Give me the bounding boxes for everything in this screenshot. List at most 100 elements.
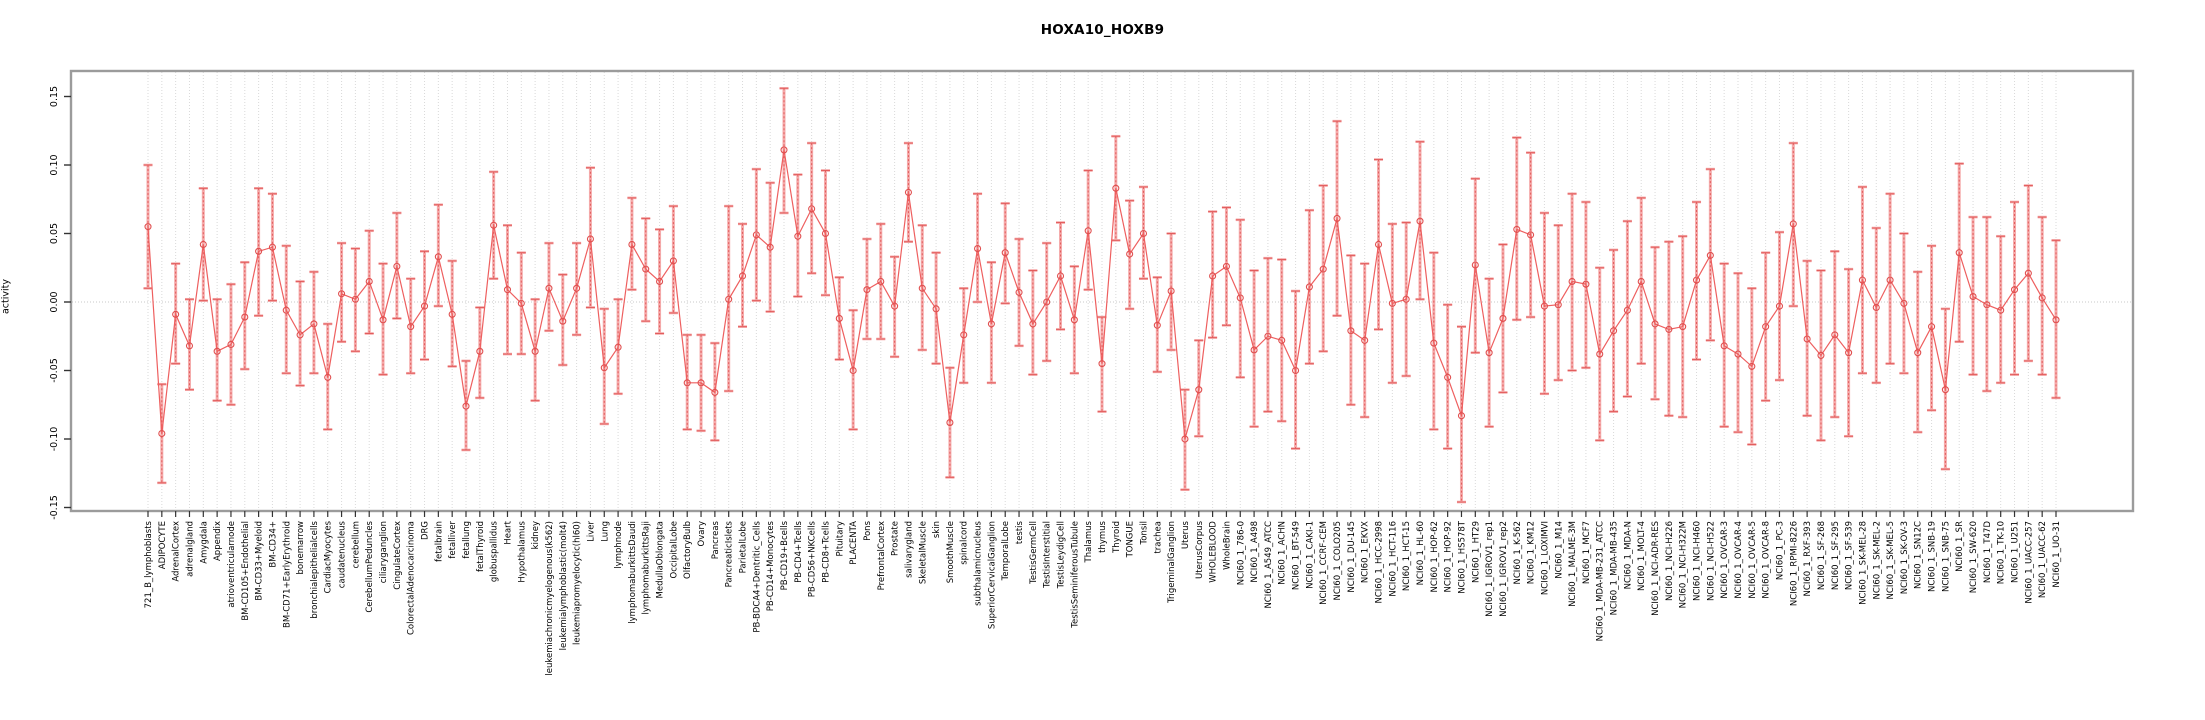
data-points: [144, 146, 2060, 443]
data-point: [1001, 249, 1009, 257]
data-point: [282, 306, 290, 314]
data-point: [1015, 288, 1023, 296]
error-bar: [2037, 215, 2047, 376]
x-tick-label: spinalcord: [960, 521, 970, 565]
data-point: [1333, 214, 1341, 222]
x-tick-label: Pons: [863, 520, 873, 540]
x-tick-label: CingulateCortex: [393, 521, 403, 590]
x-tick-label: leukemiachronicmyelogenous(k562): [545, 521, 555, 676]
x-tick-label: NCI60_1_OVCAR-5: [1748, 521, 1758, 599]
error-bar: [1871, 226, 1881, 385]
x-tick-label: MedullaOblongata: [656, 521, 666, 598]
x-tick-label: fetalThyroid: [476, 521, 486, 572]
data-point: [946, 419, 954, 427]
data-point: [1748, 362, 1756, 370]
data-point: [2052, 316, 2060, 324]
data-point: [1845, 349, 1853, 357]
data-point: [1361, 336, 1369, 344]
data-point: [1236, 294, 1244, 302]
data-point: [1153, 321, 1161, 329]
data-point: [255, 247, 263, 255]
x-tick-label: NCI60_1_SNB-19: [1928, 521, 1938, 592]
error-bar: [2010, 200, 2020, 376]
data-point: [1692, 276, 1701, 284]
x-tick-label: NCI60_1_HCT-15: [1402, 521, 1412, 591]
x-axis: 721_B_lymphoblasts ADIPOCYTE AdrenalCortex…: [144, 511, 2062, 676]
data-point: [1610, 327, 1618, 335]
data-point: [1430, 339, 1438, 347]
data-point: [918, 284, 926, 292]
x-tick-label: Ovary: [697, 521, 707, 546]
x-tick-label: lymphomaburkittsRaji: [642, 521, 652, 614]
data-point: [1679, 323, 1687, 331]
data-point: [849, 366, 857, 375]
data-point: [434, 253, 442, 261]
data-point: [1167, 287, 1175, 295]
x-tick-label: NCI60_1_A549_ATCC: [1264, 521, 1274, 609]
x-tick-label: salivarygland: [904, 521, 914, 578]
x-tick-label: NCI60_1_SW-620: [1969, 521, 1979, 593]
x-tick-label: NCI60_1_MALME-3M: [1568, 521, 1578, 607]
x-tick-label: NCI60_1_786-0: [1236, 521, 1246, 585]
x-tick-label: NCI60_1_HCT-116: [1388, 521, 1398, 597]
x-tick-label: NCI60_1_M14: [1554, 521, 1564, 579]
x-tick-label: NCI60_1_UACC-62: [2038, 521, 2048, 598]
data-point: [1222, 262, 1230, 270]
x-tick-label: TestisInterstitial: [1043, 521, 1053, 589]
x-tick-label: NCI60_1_ACHN: [1278, 521, 1288, 585]
data-point: [1402, 295, 1410, 303]
x-tick-label: TestisGermCell: [1029, 521, 1039, 585]
error-bar: [350, 247, 360, 353]
x-tick-label: PB-CD56+NKCells: [808, 520, 818, 597]
x-tick-label: lymphnode: [614, 521, 624, 569]
data-point: [296, 331, 304, 339]
x-tick-label: PrefrontalCortex: [877, 521, 887, 590]
data-point: [559, 317, 567, 325]
data-point: [365, 277, 373, 286]
data-point: [172, 310, 180, 318]
x-tick-label: TrigeminalGanglion: [1167, 521, 1177, 604]
data-point: [1789, 220, 1797, 228]
data-point: [351, 295, 359, 303]
x-tick-label: 721_B_lymphoblasts: [144, 520, 154, 608]
x-tick-label: NCI60_1_TK-10: [1997, 521, 2007, 584]
x-tick-label: atrioventricularnode: [227, 521, 237, 608]
x-tick-label: NCI60_1_RPMI-8226: [1789, 521, 1799, 606]
x-tick-label: fetallung: [462, 521, 472, 559]
x-tick-label: NCI60_1_SN12C: [1914, 521, 1924, 589]
x-tick-label: NCI60_1_OVCAR-4: [1734, 521, 1744, 599]
data-point: [1457, 412, 1466, 420]
data-point: [987, 320, 995, 328]
x-tick-label: NCI60_1_MCF7: [1582, 521, 1592, 584]
x-tick-label: Heart: [503, 520, 513, 544]
data-point: [821, 229, 830, 238]
data-point: [448, 310, 456, 318]
data-point: [960, 331, 968, 339]
data-point: [531, 347, 539, 355]
x-tick-label: adrenalgland: [185, 521, 195, 577]
gridlines: [72, 72, 2132, 510]
data-point: [1637, 277, 1645, 286]
data-point: [835, 314, 843, 322]
x-tick-label: OccipitalLobe: [669, 521, 679, 578]
x-tick-label: Pituitary: [835, 521, 845, 556]
x-tick-label: trachea: [1153, 521, 1163, 554]
data-point: [1112, 184, 1120, 192]
x-tick-label: NCI60_1_MOLT-4: [1637, 521, 1647, 591]
y-tick-label: 0.15: [49, 86, 60, 107]
data-point: [642, 265, 650, 273]
x-tick-label: Appendix: [213, 521, 223, 561]
y-tick-label: -0.05: [49, 358, 60, 383]
x-tick-label: TemporalLobe: [1001, 521, 1011, 581]
x-tick-label: Prostate: [891, 521, 901, 556]
x-tick-label: NCI60_1_CAKI-1: [1305, 521, 1315, 589]
data-point: [310, 320, 318, 328]
data-point: [1817, 351, 1825, 359]
x-tick-label: NCI60_1_SF-268: [1817, 521, 1827, 590]
x-tick-label: Thalamus: [1084, 520, 1094, 563]
error-bar: [1553, 223, 1563, 382]
error-bar: [1083, 169, 1093, 291]
data-point: [1858, 276, 1866, 284]
x-tick-label: DRG: [421, 521, 431, 540]
